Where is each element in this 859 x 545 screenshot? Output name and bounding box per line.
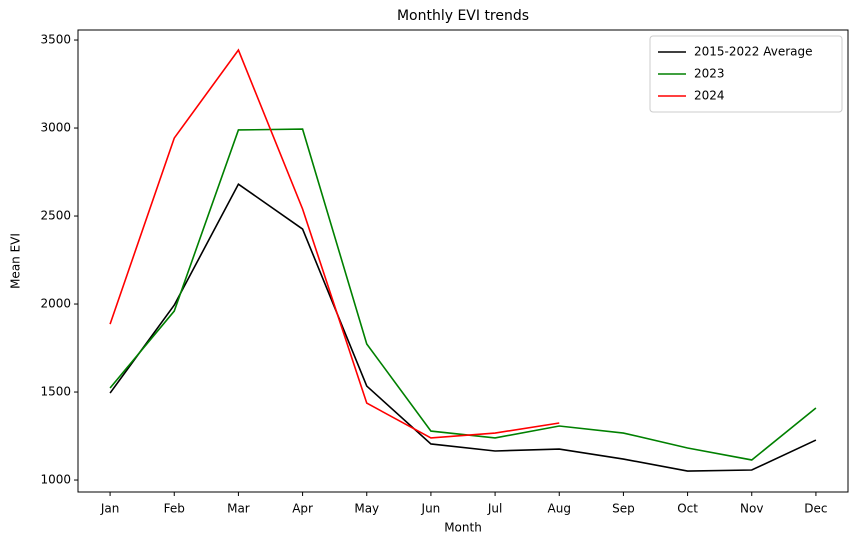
y-tick-label: 2500 (40, 209, 71, 223)
x-tick-label: Jun (421, 502, 441, 516)
legend-box (649, 35, 843, 113)
chart-title: Monthly EVI trends (397, 8, 529, 24)
y-tick-label: 3500 (40, 33, 71, 47)
x-tick-label: Apr (292, 502, 313, 516)
x-tick-label: Mar (227, 502, 250, 516)
x-tick-label: May (354, 502, 379, 516)
x-tick-label: Aug (548, 502, 571, 516)
series-line (109, 128, 817, 461)
y-tick-label: 3000 (40, 121, 71, 135)
legend-label: 2015-2022 Average (694, 45, 813, 59)
legend-label: 2023 (694, 67, 725, 81)
series-line (109, 183, 817, 472)
x-tick-label: Jul (487, 502, 502, 516)
series-line (109, 48, 560, 439)
x-tick-label: Sep (612, 502, 635, 516)
x-tick-label: Nov (740, 502, 763, 516)
x-tick-label: Feb (164, 502, 185, 516)
x-axis-label: Month (444, 521, 482, 535)
x-tick-label: Oct (677, 502, 698, 516)
x-tick-label: Jan (100, 502, 120, 516)
plot-frame (77, 29, 849, 493)
legend-label: 2024 (694, 89, 725, 103)
y-tick-label: 1500 (40, 385, 71, 399)
y-tick-label: 2000 (40, 297, 71, 311)
y-axis-label: Mean EVI (9, 233, 23, 289)
y-tick-label: 1000 (40, 473, 71, 487)
x-tick-label: Dec (804, 502, 827, 516)
